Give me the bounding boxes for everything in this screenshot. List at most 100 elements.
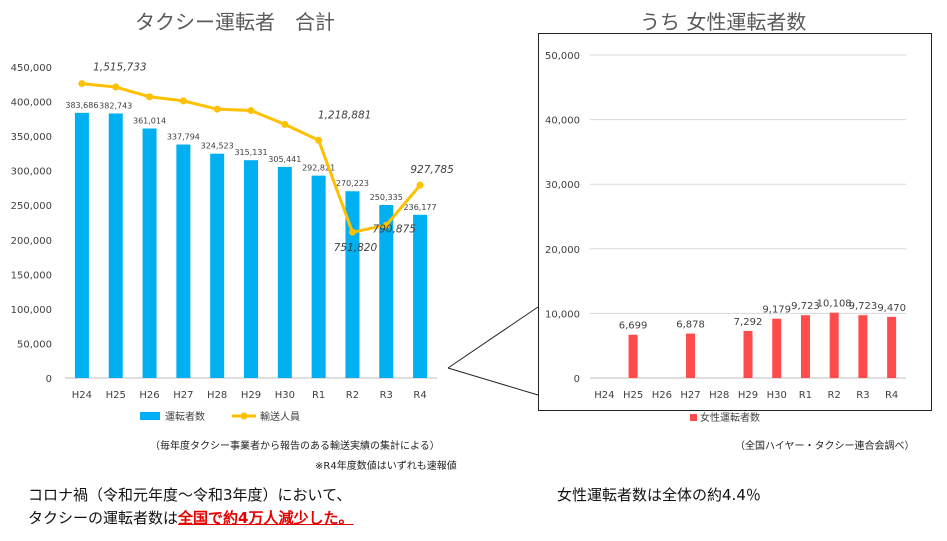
right-x-tick-label: H27 bbox=[680, 390, 700, 401]
right-bar bbox=[887, 316, 897, 378]
legend-line-label: 輸送人員 bbox=[260, 410, 300, 423]
right-bar-value-label: 9,723 bbox=[849, 301, 878, 312]
right-bar bbox=[628, 334, 638, 378]
left-bar-value-label: 236,177 bbox=[404, 203, 437, 212]
left-bar bbox=[413, 214, 428, 378]
left-bar-value-label: 250,335 bbox=[370, 193, 403, 202]
right-bar-value-label: 9,179 bbox=[762, 305, 791, 316]
callout-line-upper bbox=[447, 306, 539, 369]
left-x-tick-label: H27 bbox=[173, 390, 193, 401]
right-bar-value-label: 7,292 bbox=[734, 317, 763, 328]
left-y-tick-label: 200,000 bbox=[11, 236, 52, 247]
left-line-point bbox=[281, 120, 289, 128]
left-bar-value-label: 292,821 bbox=[302, 164, 335, 173]
left-line-value-label: 1,515,733 bbox=[93, 62, 146, 74]
summary-highlight: 全国で約4万人減少した。 bbox=[178, 509, 354, 527]
left-y-tick-label: 50,000 bbox=[17, 339, 52, 350]
right-x-tick-label: R2 bbox=[828, 390, 841, 401]
left-bar bbox=[379, 204, 394, 378]
left-bar bbox=[210, 153, 225, 378]
right-bar-value-label: 9,470 bbox=[877, 303, 906, 314]
left-bar bbox=[311, 175, 326, 378]
left-bar bbox=[142, 128, 157, 378]
summary-line-2-prefix: タクシーの運転者数は bbox=[28, 509, 179, 527]
left-y-tick-label: 400,000 bbox=[11, 98, 52, 109]
legend-bar-label: 運転者数 bbox=[165, 410, 205, 423]
right-bar bbox=[829, 312, 839, 378]
left-bar bbox=[176, 144, 191, 378]
left-bar-value-label: 383,686 bbox=[65, 101, 98, 110]
right-bar bbox=[686, 333, 696, 378]
right-x-tick-label: H26 bbox=[652, 390, 672, 401]
right-chart-title: うち 女性運転者数 bbox=[640, 10, 807, 34]
left-x-tick-label: H30 bbox=[275, 390, 295, 401]
left-x-tick-label: R1 bbox=[312, 390, 325, 401]
left-bar bbox=[345, 191, 360, 378]
left-y-tick-label: 100,000 bbox=[11, 305, 52, 316]
left-bar-value-label: 305,441 bbox=[268, 155, 301, 164]
left-bar-value-label: 315,131 bbox=[234, 148, 267, 157]
left-y-tick-label: 350,000 bbox=[11, 132, 52, 143]
right-x-tick-label: H25 bbox=[623, 390, 643, 401]
summary-right: 女性運転者数は全体の約4.4％ bbox=[557, 486, 761, 504]
right-y-tick-label: 0 bbox=[574, 374, 580, 385]
left-y-tick-label: 300,000 bbox=[11, 167, 52, 178]
right-bar bbox=[772, 318, 782, 378]
left-line-point bbox=[146, 93, 154, 101]
left-line-point bbox=[179, 97, 187, 105]
left-bar-value-label: 337,794 bbox=[167, 133, 200, 142]
right-bar-value-label: 10,108 bbox=[817, 299, 852, 310]
left-bar-value-label: 361,014 bbox=[133, 116, 166, 125]
left-line-value-label: 751,820 bbox=[334, 242, 378, 254]
left-y-tick-label: 250,000 bbox=[11, 201, 52, 212]
legend-line-marker bbox=[240, 412, 248, 420]
right-x-tick-label: H24 bbox=[594, 390, 614, 401]
left-line-point bbox=[315, 136, 323, 144]
left-x-tick-label: H28 bbox=[207, 390, 227, 401]
right-x-tick-label: H28 bbox=[709, 390, 729, 401]
left-bar bbox=[74, 112, 89, 378]
left-bar bbox=[244, 160, 258, 378]
right-y-tick-label: 30,000 bbox=[545, 180, 580, 191]
left-x-tick-label: R4 bbox=[413, 390, 426, 401]
right-bar-value-label: 6,878 bbox=[676, 320, 705, 331]
left-line-point bbox=[112, 83, 120, 91]
left-y-tick-label: 450,000 bbox=[11, 63, 52, 74]
left-y-tick-label: 150,000 bbox=[11, 270, 52, 281]
right-bar-value-label: 6,699 bbox=[619, 321, 648, 332]
left-line-point bbox=[247, 107, 255, 115]
summary-line-1: コロナ禍（令和元年度～令和3年度）において、 bbox=[28, 486, 352, 504]
left-bar-value-label: 324,523 bbox=[201, 142, 234, 151]
right-bar bbox=[858, 315, 868, 378]
right-x-tick-label: R4 bbox=[885, 390, 898, 401]
callout-line-lower bbox=[447, 367, 539, 396]
left-bar bbox=[277, 166, 292, 378]
left-line-value-label: 790,875 bbox=[373, 223, 417, 235]
left-x-tick-label: H29 bbox=[241, 390, 261, 401]
legend-bar-swatch bbox=[140, 412, 160, 420]
right-y-tick-label: 50,000 bbox=[545, 51, 580, 62]
left-bar-value-label: 270,223 bbox=[336, 179, 369, 188]
left-y-tick-label: 0 bbox=[46, 374, 52, 385]
left-x-tick-label: H26 bbox=[139, 390, 159, 401]
left-x-tick-label: R2 bbox=[346, 390, 359, 401]
left-chart: 0 50,000 100,000 150,000 200,000 250,000 300,0… bbox=[11, 62, 454, 423]
left-chart-title: タクシー運転者 合計 bbox=[135, 10, 335, 34]
left-line-point bbox=[213, 105, 221, 113]
left-footnote: ※R4年度数値はいずれも速報値 bbox=[315, 461, 457, 472]
right-legend-label: 女性運転者数 bbox=[700, 411, 760, 424]
right-source-note: （全国ハイヤー・タクシー連合会調べ） bbox=[735, 441, 915, 452]
left-line-point bbox=[348, 228, 356, 236]
right-y-tick-label: 20,000 bbox=[545, 245, 580, 256]
right-y-tick-label: 10,000 bbox=[545, 309, 580, 320]
right-x-tick-label: R1 bbox=[799, 390, 812, 401]
left-line-value-label: 927,785 bbox=[410, 164, 454, 176]
left-bar-value-label: 382,743 bbox=[99, 101, 132, 110]
left-source-note: （毎年度タクシー事業者から報告のある輸送実績の集計による） bbox=[150, 441, 440, 452]
right-bar bbox=[743, 330, 753, 378]
right-chart-frame bbox=[538, 33, 932, 411]
left-x-tick-label: H25 bbox=[106, 390, 126, 401]
right-chart: 0 10,000 20,000 30,000 40,000 50,000 6,699 6,87… bbox=[545, 51, 906, 424]
right-bar bbox=[800, 315, 810, 378]
